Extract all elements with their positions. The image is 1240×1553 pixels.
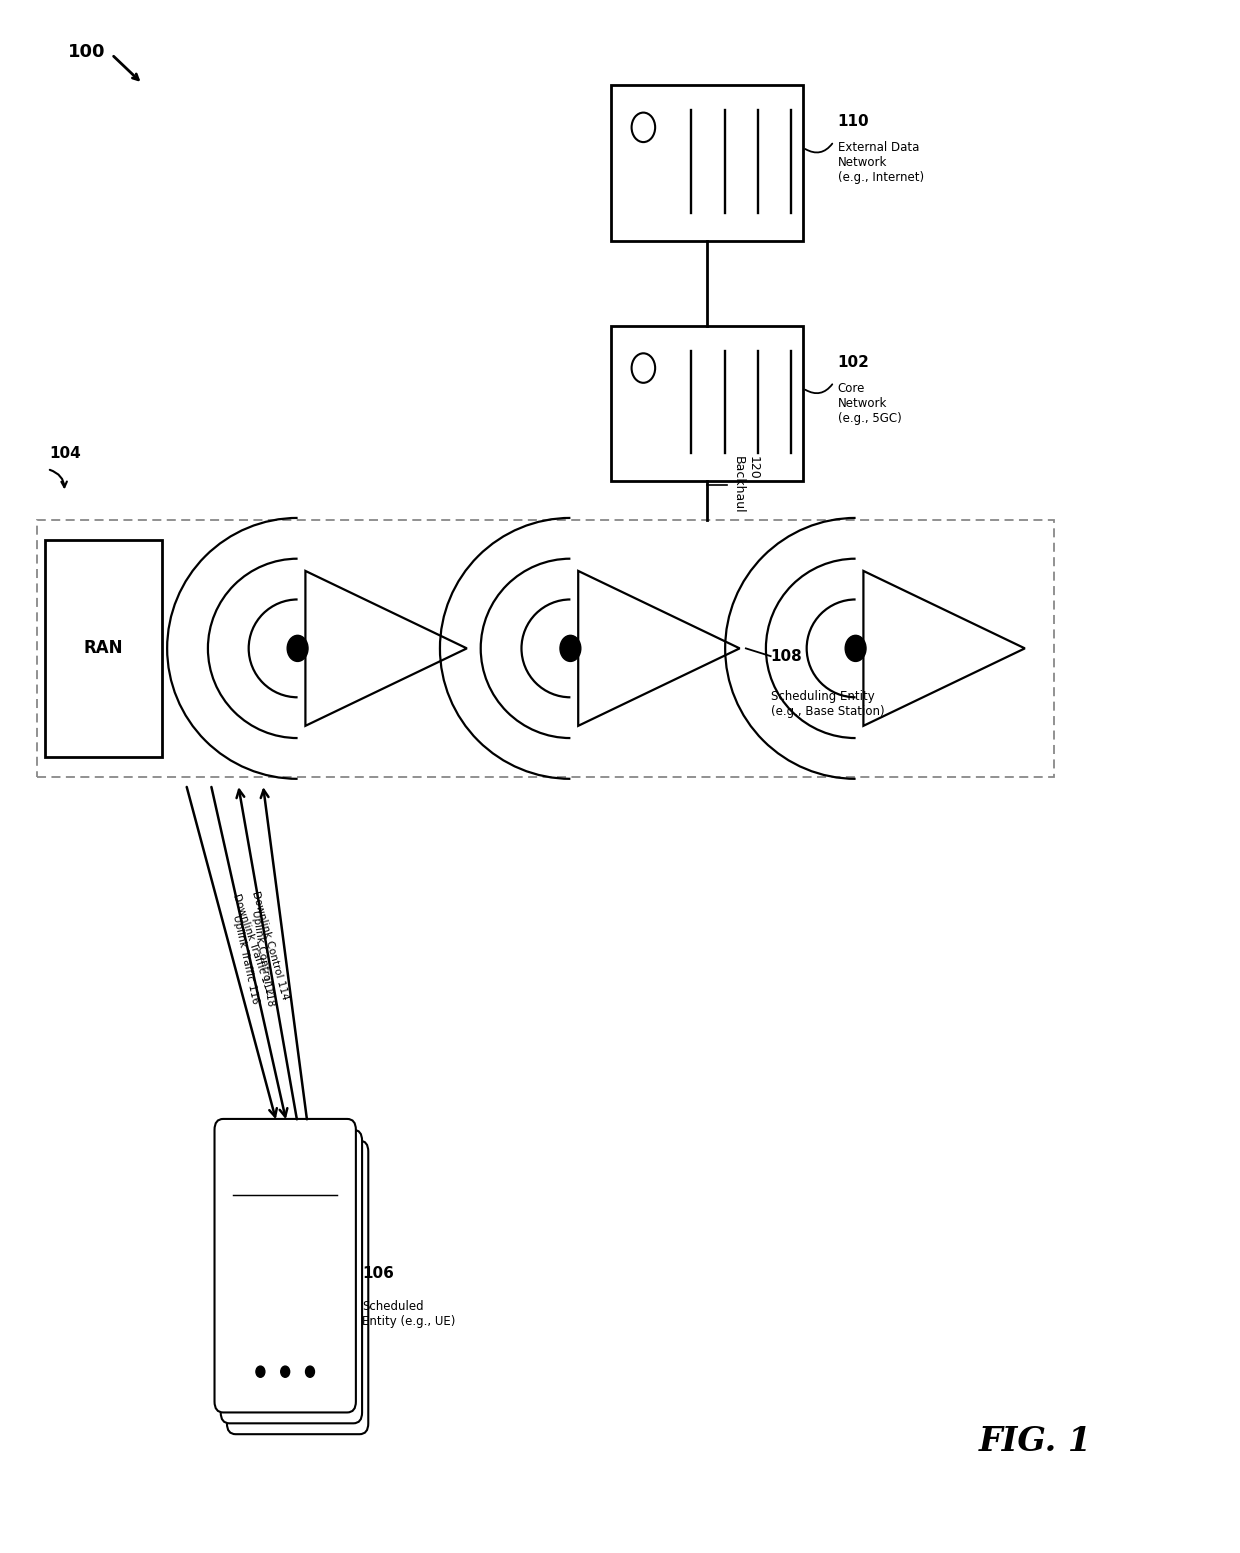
Text: 106: 106 xyxy=(362,1266,394,1281)
Text: FIG. 1: FIG. 1 xyxy=(978,1424,1092,1458)
Circle shape xyxy=(280,1367,290,1378)
Text: 110: 110 xyxy=(838,113,869,129)
Circle shape xyxy=(255,1367,265,1378)
Text: 102: 102 xyxy=(838,354,869,370)
Text: Scheduling Entity
(e.g., Base Station): Scheduling Entity (e.g., Base Station) xyxy=(771,690,884,719)
Text: Downlink Traffic 112: Downlink Traffic 112 xyxy=(231,893,274,997)
Circle shape xyxy=(560,635,580,662)
Text: 104: 104 xyxy=(50,446,82,461)
FancyBboxPatch shape xyxy=(227,1140,368,1435)
Circle shape xyxy=(846,635,866,662)
Text: External Data
Network
(e.g., Internet): External Data Network (e.g., Internet) xyxy=(838,141,924,185)
Text: 108: 108 xyxy=(771,649,802,665)
Text: Scheduled
Entity (e.g., UE): Scheduled Entity (e.g., UE) xyxy=(362,1300,455,1328)
FancyBboxPatch shape xyxy=(45,540,162,758)
FancyBboxPatch shape xyxy=(610,326,804,481)
FancyBboxPatch shape xyxy=(37,520,1054,776)
Circle shape xyxy=(631,113,655,143)
FancyBboxPatch shape xyxy=(215,1118,356,1413)
Text: 120
Backhaul: 120 Backhaul xyxy=(732,457,760,514)
Text: RAN: RAN xyxy=(84,640,123,657)
Polygon shape xyxy=(863,572,1025,725)
Circle shape xyxy=(288,635,308,662)
Circle shape xyxy=(305,1367,315,1378)
FancyBboxPatch shape xyxy=(610,85,804,241)
Circle shape xyxy=(631,353,655,382)
Polygon shape xyxy=(578,572,739,725)
Text: Uplink Traffic 116: Uplink Traffic 116 xyxy=(232,913,260,1005)
Polygon shape xyxy=(305,572,466,725)
Text: Core
Network
(e.g., 5GC): Core Network (e.g., 5GC) xyxy=(838,382,901,426)
FancyBboxPatch shape xyxy=(221,1131,362,1423)
Text: Downlink Control 114: Downlink Control 114 xyxy=(250,890,290,1002)
Text: 100: 100 xyxy=(68,43,105,62)
Text: Uplink Control 118: Uplink Control 118 xyxy=(250,909,275,1006)
